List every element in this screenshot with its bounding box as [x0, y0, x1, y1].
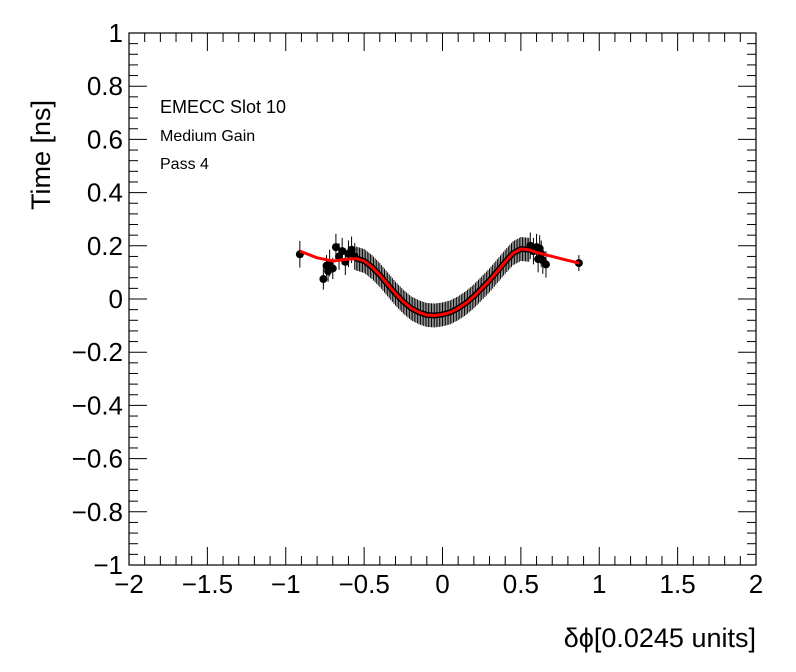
y-tick-label: −0.2 — [72, 337, 123, 367]
annotation-line-3: Pass 4 — [160, 156, 209, 173]
x-tick-label: −0.5 — [338, 569, 389, 599]
fit-curve — [299, 247, 580, 317]
y-tick-label: 0.8 — [87, 71, 123, 101]
x-tick-label: 1.5 — [660, 569, 696, 599]
x-tick-label: 0.5 — [503, 569, 539, 599]
y-tick-label: 0.2 — [87, 231, 123, 261]
annotation-line-2: Medium Gain — [160, 128, 255, 145]
annotation-line-1: EMECC Slot 10 — [160, 97, 286, 117]
x-tick-label: −1.5 — [182, 569, 233, 599]
y-tick-label: −0.6 — [72, 444, 123, 474]
x-tick-label: 1 — [592, 569, 606, 599]
axis-tick-labels: −2 −1.5 −1 −0.5 0 0.5 1 1.5 2 −1 −0.8 −0.6 −0.4 −0.2 0… — [72, 18, 764, 599]
y-tick-label: 0.4 — [87, 178, 123, 208]
x-tick-label: −2 — [114, 569, 144, 599]
axis-ticks — [128, 32, 757, 566]
data-layer — [295, 232, 583, 328]
data-point — [331, 243, 340, 252]
data-point — [541, 260, 550, 269]
data-point — [319, 275, 328, 284]
data-point — [338, 247, 347, 256]
data-point — [347, 245, 356, 254]
x-tick-label: −1 — [271, 569, 301, 599]
y-axis-title: Time [ns] — [26, 100, 56, 210]
y-tick-label: −0.8 — [72, 497, 123, 527]
y-tick-label: 0.6 — [87, 124, 123, 154]
y-tick-label: −0.4 — [72, 390, 123, 420]
y-tick-label: −1 — [93, 550, 123, 580]
annotation-block: EMECC Slot 10 Medium Gain Pass 4 — [160, 97, 286, 173]
x-tick-label: 0 — [435, 569, 449, 599]
x-tick-label: 2 — [749, 569, 763, 599]
x-axis-title: δϕ[0.0245 units] — [564, 623, 756, 653]
y-tick-label: 1 — [109, 18, 123, 48]
data-point — [328, 264, 337, 273]
y-tick-label: 0 — [109, 284, 123, 314]
